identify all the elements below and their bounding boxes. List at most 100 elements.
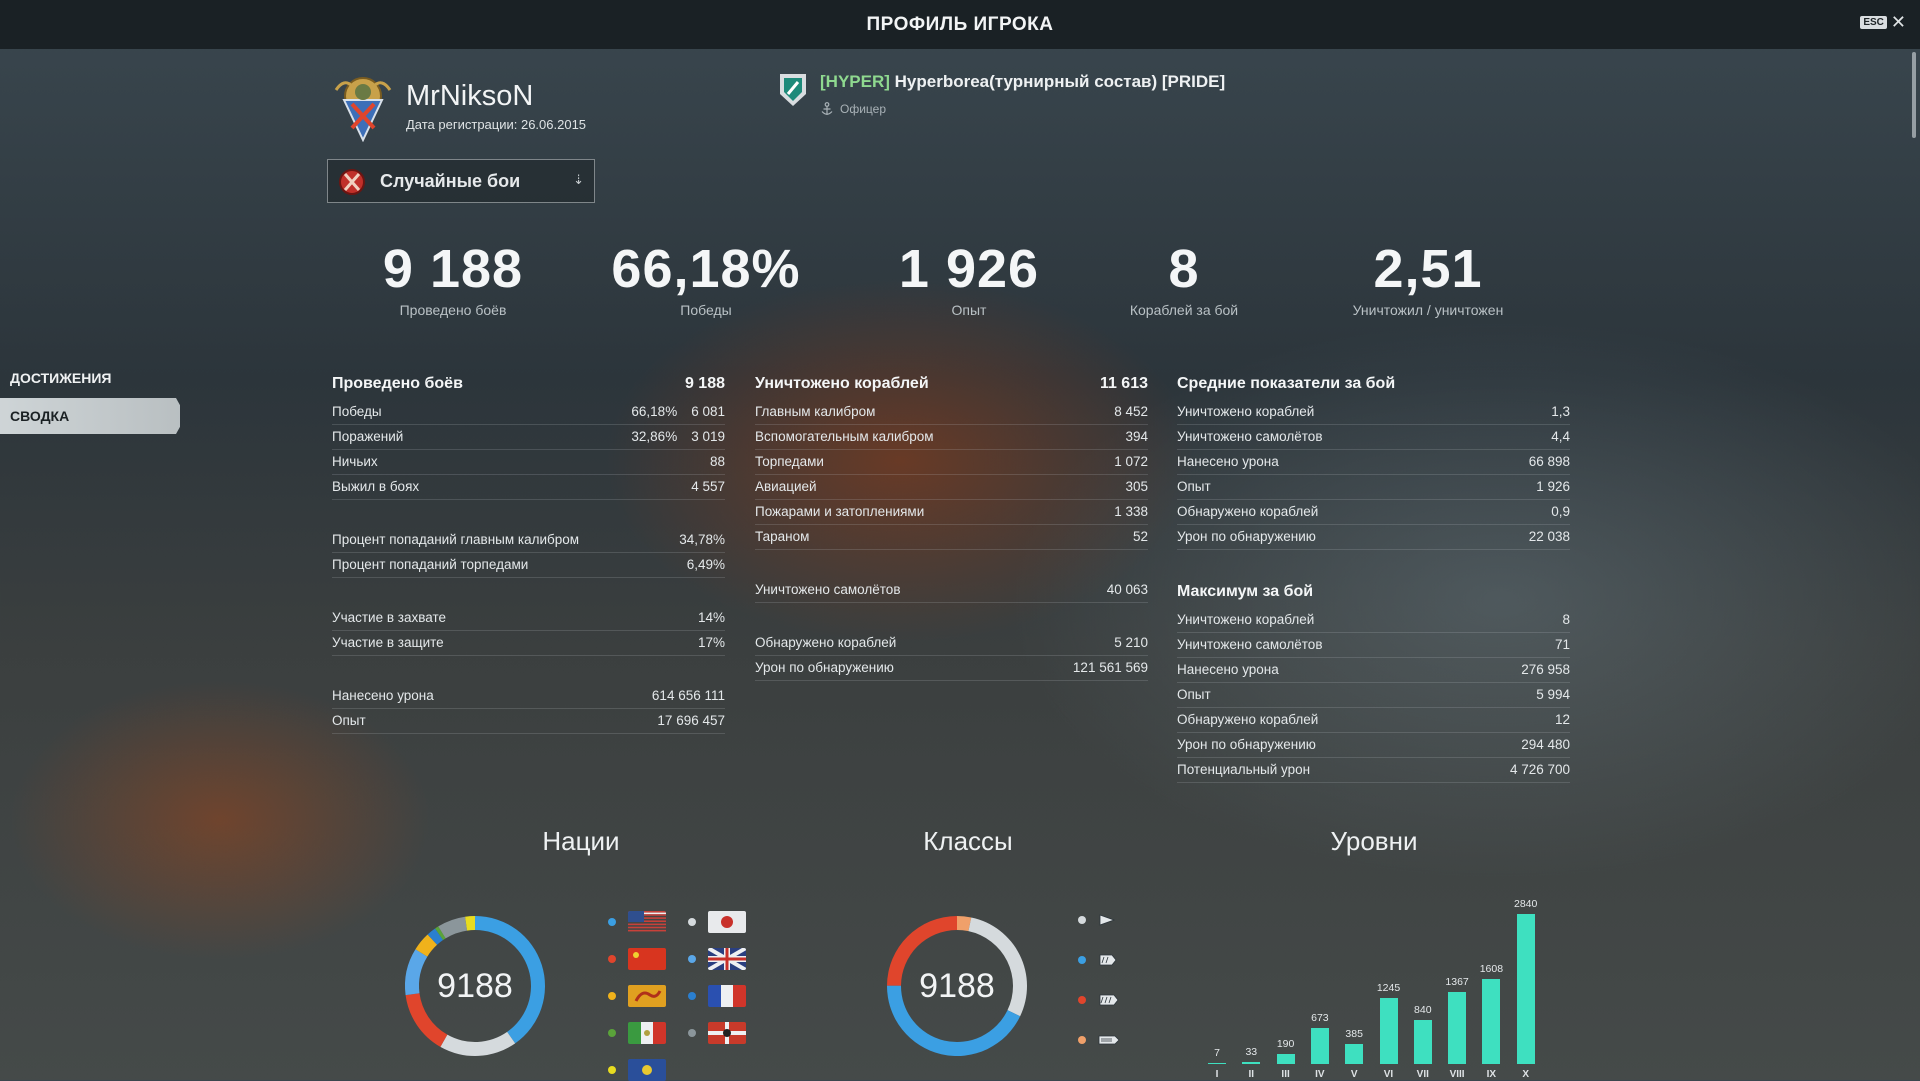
tiers-chart-title: Уровни [1330, 826, 1418, 856]
classes-slice[interactable] [887, 916, 957, 986]
tier-label: III [1281, 1069, 1290, 1080]
stat-label: Уничтожено самолётов [755, 582, 901, 597]
legend-dot [1078, 956, 1086, 964]
nations-legend-item[interactable] [608, 1059, 666, 1081]
clan-emblem-icon [780, 74, 806, 106]
tier-label: II [1248, 1069, 1255, 1080]
nations-slice[interactable] [440, 1031, 516, 1056]
legend-dot [688, 918, 696, 926]
nations-donut-chart[interactable]: 9188 [391, 902, 559, 1070]
stat-value: 1 072 [1114, 454, 1148, 469]
classes-slice[interactable] [887, 985, 1021, 1056]
stat-row: Обнаружено кораблей 5 210 [755, 631, 1148, 656]
classes-legend-item[interactable] [1078, 993, 1120, 1007]
averages-header: Средние показатели за бой [1177, 372, 1570, 396]
legend-dot [688, 1029, 696, 1037]
classes-legend-item[interactable] [1078, 913, 1120, 927]
side-navigation: ДОСТИЖЕНИЯ СВОДКА [0, 360, 190, 436]
tier-bar-column[interactable]: 840 VII [1413, 864, 1432, 1080]
stat-row: Уничтожено кораблей 8 [1177, 608, 1570, 633]
stat-row: Уничтожено кораблей 1,3 [1177, 400, 1570, 425]
classes-slice[interactable] [968, 917, 1027, 1017]
nations-slice[interactable] [465, 916, 475, 931]
tier-bar-column[interactable]: 1608 IX [1480, 864, 1503, 1080]
stat-label: Участие в захвате [332, 610, 446, 625]
stat-row: Тараном 52 [755, 525, 1148, 550]
close-button[interactable]: ESC ✕ [1860, 13, 1906, 31]
stat-label: Торпедами [755, 454, 824, 469]
stat-value: 12 [1554, 712, 1570, 727]
tier-bar-column[interactable]: 33 II [1242, 864, 1261, 1080]
stat-row: Нанесено урона 66 898 [1177, 450, 1570, 475]
summary-stat-label: Опыт [951, 302, 987, 318]
scrollbar-thumb[interactable] [1912, 52, 1916, 138]
classes-legend-item[interactable] [1078, 953, 1120, 967]
stat-value: 17 696 457 [657, 713, 725, 728]
tier-bar-column[interactable]: 385 V [1345, 864, 1364, 1080]
nations-slice[interactable] [438, 916, 468, 939]
nations-slice[interactable] [405, 949, 428, 996]
stat-value: 1 338 [1114, 504, 1148, 519]
nav-item-summary[interactable]: СВОДКА [0, 398, 180, 434]
window-title: ПРОФИЛЬ ИГРОКА [866, 13, 1054, 35]
tier-bar-column[interactable]: 190 III [1276, 864, 1295, 1080]
stat-label: Пожарами и затоплениями [755, 504, 925, 519]
nations-legend-item[interactable] [608, 985, 666, 1007]
nations-legend-item[interactable] [688, 985, 746, 1007]
nations-legend-item[interactable] [608, 911, 666, 933]
nations-legend-item[interactable] [608, 948, 666, 970]
stat-value: 0,9 [1551, 504, 1570, 519]
summary-stat: 9 188 Проведено боёв [323, 240, 583, 318]
nations-slice[interactable] [435, 926, 446, 941]
stat-value: 66 898 [1528, 454, 1570, 469]
tier-bar-value: 2840 [1514, 898, 1538, 910]
tier-bar-value: 840 [1414, 1003, 1432, 1016]
stat-label: Нанесено урона [332, 688, 434, 703]
legend-dot [608, 1066, 616, 1074]
classes-slice[interactable] [957, 916, 972, 932]
battle-mode-label: Случайные бои [380, 170, 521, 191]
tier-bar-value: 190 [1276, 1037, 1295, 1050]
nations-slice[interactable] [427, 928, 444, 945]
nations-slice[interactable] [405, 993, 448, 1047]
nav-item-achievements[interactable]: ДОСТИЖЕНИЯ [10, 370, 112, 386]
tier-bar-column[interactable]: 1245 VI [1377, 864, 1400, 1080]
tier-bar-column[interactable]: 2840 X [1514, 864, 1537, 1080]
random-battle-icon [339, 169, 365, 195]
classes-donut-chart[interactable]: 9188 [873, 902, 1041, 1070]
tier-bar-column[interactable]: 673 IV [1310, 864, 1329, 1080]
legend-dot [608, 1029, 616, 1037]
stat-value: 40 063 [1106, 582, 1148, 597]
nations-slice[interactable] [415, 934, 438, 957]
stat-row: Авиацией 305 [755, 475, 1148, 500]
stat-label: Опыт [332, 713, 366, 728]
tier-bar-value: 673 [1311, 1012, 1329, 1025]
nations-legend-item[interactable] [688, 1022, 746, 1044]
legend-dot [1078, 1036, 1086, 1044]
destroyed-total: 11 613 [1099, 375, 1148, 392]
stat-row: Пожарами и затоплениями 1 338 [755, 500, 1148, 525]
nations-legend-item[interactable] [688, 911, 746, 933]
clan-info[interactable]: [HYPER] Hyperborea(турнирный состав) [PR… [778, 72, 1225, 116]
stat-label: Урон по обнаружению [1177, 737, 1316, 752]
nations-chart-title: Нации [542, 826, 620, 856]
summary-stat-label: Победы [680, 302, 732, 318]
nations-slice[interactable] [475, 916, 545, 1044]
stat-label: Поражений [332, 429, 404, 444]
nations-legend-item[interactable] [688, 948, 746, 970]
stat-row: Победы 66,18% 6 081 [332, 400, 725, 425]
player-name: MrNiksoN [406, 80, 534, 112]
classes-legend-item[interactable] [1078, 1033, 1120, 1047]
stat-row: Уничтожено самолётов 4,4 [1177, 425, 1570, 450]
tier-bar [1413, 1019, 1432, 1064]
tier-label: IV [1315, 1069, 1325, 1080]
tier-bar-column[interactable]: 1367 VIII [1445, 864, 1468, 1080]
stat-value: 52 [1132, 529, 1148, 544]
stat-value: 8 452 [1114, 404, 1148, 419]
averages-panel: Средние показатели за бой Уничтожено кор… [1177, 372, 1570, 783]
legend-dot [608, 955, 616, 963]
nations-legend-item[interactable] [608, 1022, 666, 1044]
battle-mode-dropdown[interactable]: Случайные бои ⇣ [327, 159, 595, 203]
stat-row: Обнаружено кораблей 12 [1177, 708, 1570, 733]
